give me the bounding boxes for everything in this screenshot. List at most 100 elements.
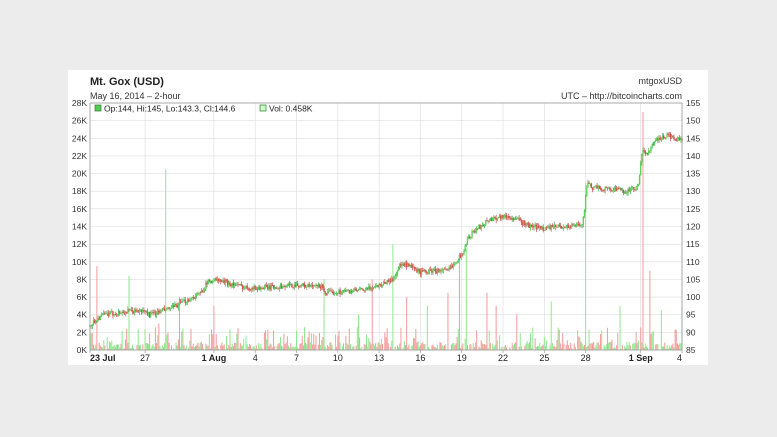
candle-body xyxy=(501,215,503,219)
candle xyxy=(648,148,650,156)
candle xyxy=(472,229,474,234)
candle xyxy=(620,187,622,191)
candle-body xyxy=(470,237,472,238)
candle-body xyxy=(162,308,165,311)
candle xyxy=(439,269,441,274)
candle-body xyxy=(498,215,501,218)
candle-body xyxy=(153,312,155,314)
candle xyxy=(152,309,154,316)
candle xyxy=(469,234,471,240)
candle xyxy=(392,276,394,283)
candle xyxy=(661,132,664,141)
candle-body xyxy=(680,138,682,141)
candle xyxy=(627,187,629,196)
candle-body xyxy=(224,280,227,284)
candle-body xyxy=(502,215,504,218)
candle-body xyxy=(584,196,587,211)
candle-body xyxy=(657,138,659,141)
candle xyxy=(503,213,505,220)
candle-body xyxy=(489,217,492,221)
candle xyxy=(387,278,389,283)
candle xyxy=(639,160,642,176)
candle xyxy=(394,273,396,280)
candle-body xyxy=(415,268,417,270)
candle xyxy=(372,286,375,290)
candle xyxy=(174,301,176,307)
candle-body xyxy=(299,285,301,288)
candle-body xyxy=(441,270,443,272)
volume-tick-label: 16K xyxy=(72,204,87,214)
candle-body xyxy=(403,264,406,266)
candle-body xyxy=(592,186,595,190)
candle xyxy=(553,221,556,229)
date-tick-label: 22 xyxy=(498,353,508,363)
candle-body xyxy=(376,285,378,286)
candle-body xyxy=(228,282,230,286)
candle-body xyxy=(307,283,309,287)
candle-body xyxy=(581,225,583,226)
candle xyxy=(547,224,549,229)
candle-body xyxy=(555,224,557,227)
candle-body xyxy=(558,224,560,226)
candle-body xyxy=(537,225,540,229)
candle-body xyxy=(314,284,316,286)
candle-body xyxy=(395,273,398,277)
candle-body xyxy=(221,281,223,283)
candle xyxy=(402,262,404,266)
candle-body xyxy=(469,236,471,238)
candle xyxy=(483,223,486,229)
candle xyxy=(514,216,517,220)
candle xyxy=(592,186,595,191)
candle xyxy=(626,190,628,196)
candle-body xyxy=(331,291,333,292)
candle xyxy=(277,287,279,290)
candle-body xyxy=(288,283,291,286)
candle-body xyxy=(276,288,278,290)
candle xyxy=(332,289,334,296)
candle-body xyxy=(107,313,110,316)
candle-body xyxy=(268,285,270,290)
candle xyxy=(337,292,339,297)
candle xyxy=(543,230,546,232)
candle-body xyxy=(636,185,638,188)
candle xyxy=(190,297,192,303)
candle-body xyxy=(436,268,439,274)
candle-body xyxy=(629,188,632,192)
candle xyxy=(101,313,104,316)
candle-body xyxy=(169,308,172,309)
candle-body xyxy=(658,137,660,141)
candle-body xyxy=(402,263,404,265)
candle-body xyxy=(654,139,657,142)
price-tick-label: 135 xyxy=(686,169,700,179)
candle-body xyxy=(104,312,106,314)
candle-body xyxy=(132,311,135,313)
candle xyxy=(642,147,644,157)
candle-body xyxy=(296,283,299,286)
candle-body xyxy=(327,291,330,293)
candle-body xyxy=(482,224,485,226)
candle-body xyxy=(166,307,168,311)
candle-body xyxy=(575,224,578,226)
candle xyxy=(104,311,106,316)
candle-body xyxy=(549,226,551,230)
candle-body xyxy=(522,220,525,225)
candle xyxy=(635,186,637,191)
candle xyxy=(517,216,519,220)
candle-body xyxy=(545,227,548,228)
candle-body xyxy=(277,288,279,290)
candle-body xyxy=(590,183,593,188)
candle-body xyxy=(611,190,613,192)
candle-body xyxy=(134,309,136,313)
candle xyxy=(261,286,263,290)
candle-body xyxy=(160,310,162,313)
candle xyxy=(558,222,560,228)
candle xyxy=(299,285,301,289)
candle xyxy=(393,275,395,282)
candle-body xyxy=(298,285,300,288)
candle xyxy=(355,287,357,292)
candle-body xyxy=(240,284,243,286)
candle xyxy=(224,278,227,287)
candle xyxy=(555,224,557,230)
candle-body xyxy=(644,151,646,155)
candle xyxy=(614,185,617,192)
